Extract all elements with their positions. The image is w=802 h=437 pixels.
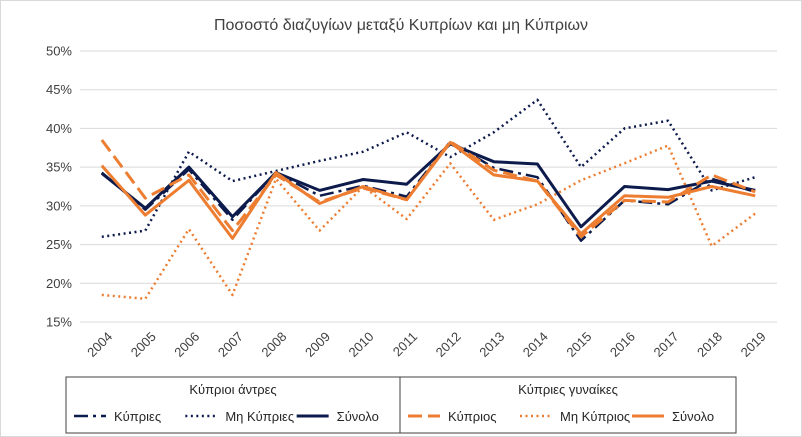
- y-tick-label: 35%: [46, 160, 72, 175]
- y-tick-label: 30%: [46, 198, 72, 213]
- legend-label: Μη Κύπριος: [560, 409, 630, 424]
- series-line-3: [100, 142, 756, 229]
- series-line-5: [101, 144, 756, 301]
- legend-group-title: Κύπριες γυναίκες: [518, 382, 618, 397]
- y-tick-label: 40%: [46, 121, 72, 136]
- series-line-2: [101, 98, 756, 239]
- legend: Κύπριοι άντρες Κύπριες Μη Κύπριες Σύνολο Κύπ…: [65, 376, 737, 434]
- legend-group-box: [65, 376, 401, 434]
- y-tick-label: 15%: [46, 315, 72, 330]
- legend-label: Κύπριος: [448, 409, 497, 424]
- legend-label: Σύνολο: [672, 409, 714, 424]
- chart-title: Ποσοστό διαζυγίων μεταξύ Κυπρίων και μη …: [214, 17, 588, 34]
- y-tick-label: 25%: [46, 237, 72, 252]
- legend-label: Κύπριες: [114, 409, 161, 424]
- y-tick-label: 20%: [46, 276, 72, 291]
- series-lines: [100, 98, 756, 301]
- legend-group-box: [399, 376, 737, 434]
- legend-label: Μη Κύπριες: [225, 409, 294, 424]
- legend-label: Σύνολο: [337, 409, 379, 424]
- y-axis-ticks: 15% 20% 25% 30% 35% 40% 45% 50%: [46, 44, 72, 330]
- y-tick-label: 50%: [46, 44, 72, 59]
- y-tick-label: 45%: [46, 82, 72, 97]
- legend-group-title: Κύπριοι άντρες: [189, 382, 276, 397]
- series-line-6: [100, 140, 756, 240]
- gridlines: [80, 50, 777, 323]
